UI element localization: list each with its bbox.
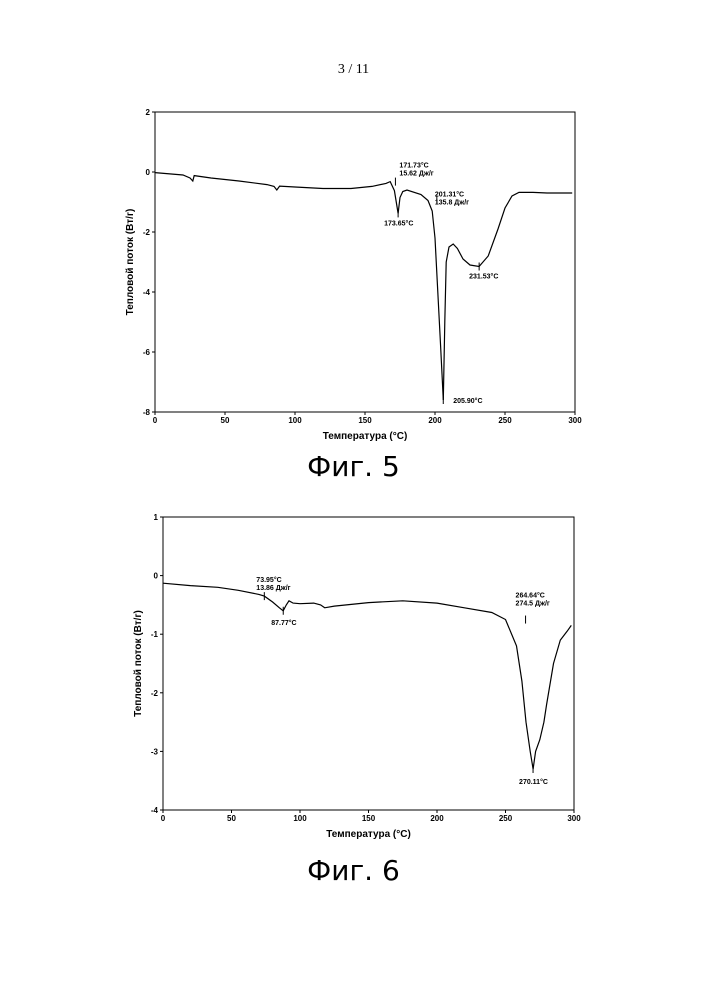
fig6-annotation-label: 87.77°C: [271, 619, 296, 627]
fig6-y-tick-label: -4: [151, 806, 159, 815]
fig6-x-tick-label: 150: [362, 814, 376, 823]
fig6-x-tick-label: 50: [227, 814, 236, 823]
fig6-x-tick-label: 250: [499, 814, 513, 823]
fig6-x-tick-label: 200: [430, 814, 444, 823]
figure-caption-6: Фиг. 6: [0, 854, 707, 887]
fig6-y-tick-label: 0: [154, 572, 159, 581]
fig6-y-axis-label: Тепловой поток (Вт/г): [133, 610, 144, 717]
fig6-annotation-label: 13.86 Дж/г: [256, 585, 290, 592]
fig6-annotation-label: 274.5 Дж/г: [516, 601, 550, 608]
fig6-plot-frame: [163, 517, 574, 810]
fig6-x-tick-label: 0: [161, 814, 166, 823]
fig6-x-axis-label: Температура (°C): [326, 829, 411, 840]
figure-caption-5: Фиг. 5: [0, 450, 707, 483]
fig6-x-tick-label: 300: [567, 814, 581, 823]
fig6-y-tick-label: -2: [151, 689, 159, 698]
fig6-annotation-label: 270.11°C: [519, 778, 548, 786]
fig6-heat-flow-line: [163, 583, 571, 769]
fig6-x-tick-label: 100: [293, 814, 307, 823]
fig6-y-tick-label: -1: [151, 630, 159, 639]
fig6-y-tick-label: -3: [151, 747, 159, 756]
fig6-annotation-label: 264.64°C: [516, 592, 545, 600]
fig6-annotation-label: 73.95°C: [256, 576, 281, 584]
fig6-y-tick-label: 1: [154, 513, 159, 522]
